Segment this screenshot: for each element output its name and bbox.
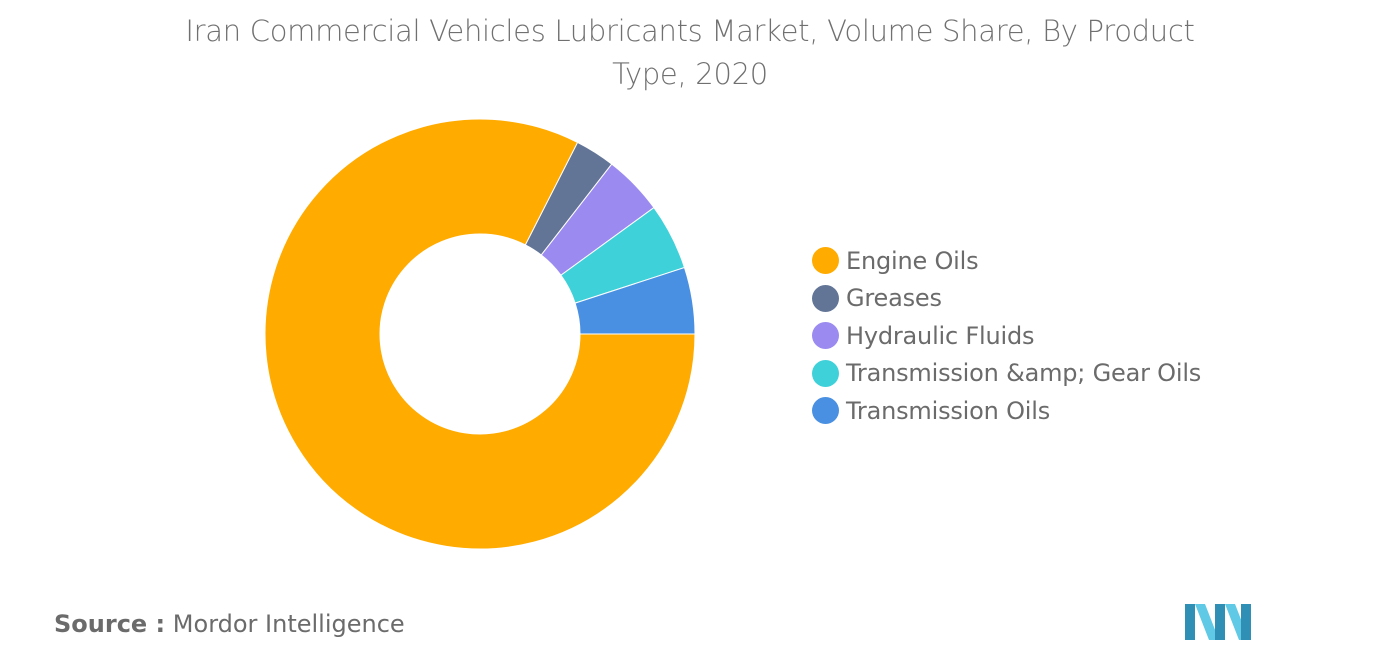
legend-item: Transmission Oils — [812, 392, 1201, 430]
source-note: Source : Mordor Intelligence — [54, 610, 405, 638]
legend-item: Engine Oils — [812, 242, 1201, 280]
legend-item: Hydraulic Fluids — [812, 317, 1201, 355]
chart-title: Iran Commercial Vehicles Lubricants Mark… — [185, 14, 1195, 91]
legend-item: Transmission &amp; Gear Oils — [812, 355, 1201, 393]
mordor-intelligence-logo — [1185, 604, 1251, 640]
slice-transmission-oils — [574, 266, 696, 335]
legend-label: Transmission &amp; Gear Oils — [846, 359, 1202, 388]
legend-item: Greases — [812, 280, 1201, 318]
source-value: Mordor Intelligence — [172, 610, 405, 638]
slice-engine-oils — [264, 118, 696, 550]
legend-swatch — [812, 359, 839, 387]
legend-label: Transmission Oils — [846, 396, 1050, 425]
legend-label: Engine Oils — [846, 246, 979, 275]
chart-legend: Engine Oils Greases Hydraulic Fluids Transm… — [812, 242, 1201, 430]
legend-label: Greases — [846, 284, 942, 313]
legend-swatch — [812, 322, 839, 350]
source-label: Source : — [54, 610, 166, 638]
legend-label: Hydraulic Fluids — [846, 321, 1035, 350]
legend-swatch — [812, 247, 839, 275]
legend-swatch — [812, 397, 839, 425]
legend-swatch — [812, 284, 839, 312]
